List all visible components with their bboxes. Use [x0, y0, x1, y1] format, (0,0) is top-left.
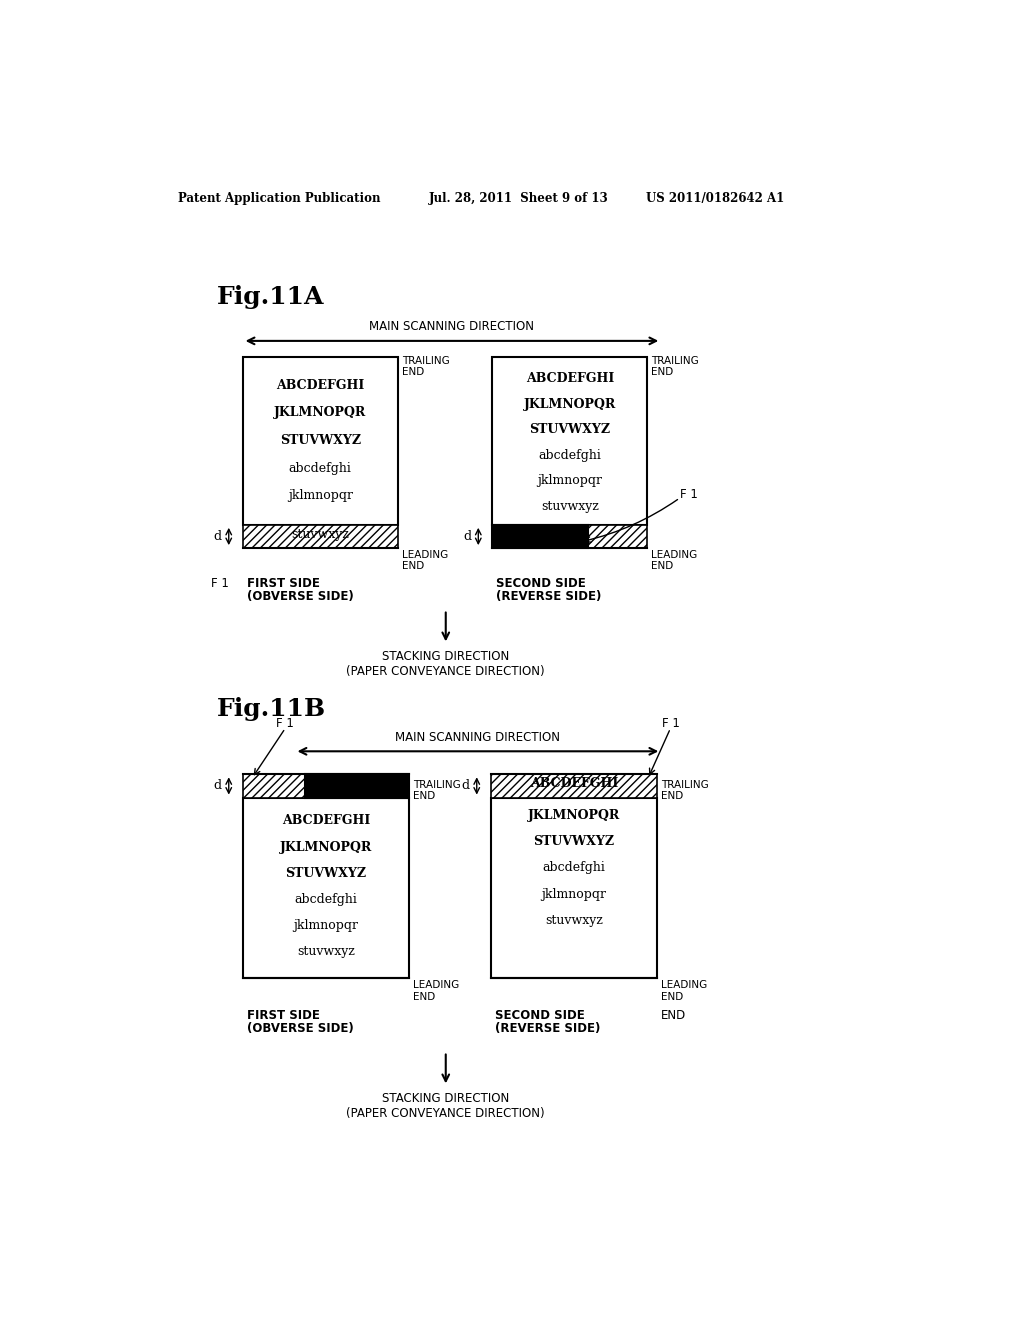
- Text: ABCDEFGHI: ABCDEFGHI: [529, 777, 618, 791]
- Text: STUVWXYZ: STUVWXYZ: [280, 434, 360, 447]
- Text: d: d: [214, 529, 222, 543]
- Text: TRAILING
END: TRAILING END: [401, 355, 450, 378]
- Text: LEADING
END: LEADING END: [651, 549, 697, 572]
- Text: MAIN SCANNING DIRECTION: MAIN SCANNING DIRECTION: [370, 321, 535, 333]
- Text: Fig.11B: Fig.11B: [217, 697, 327, 722]
- Bar: [493, 525, 589, 548]
- Text: (OBVERSE SIDE): (OBVERSE SIDE): [247, 1022, 353, 1035]
- Text: F 1: F 1: [211, 577, 228, 590]
- Text: jklmnopqr: jklmnopqr: [288, 490, 352, 503]
- Text: Patent Application Publication: Patent Application Publication: [178, 191, 381, 205]
- Text: STUVWXYZ: STUVWXYZ: [529, 424, 610, 437]
- Text: JKLMNOPQR: JKLMNOPQR: [523, 397, 615, 411]
- Text: FIRST SIDE: FIRST SIDE: [247, 1010, 319, 1022]
- Text: d: d: [464, 529, 471, 543]
- Text: LEADING
END: LEADING END: [414, 979, 460, 1002]
- Bar: [490, 775, 657, 797]
- Text: stuvwxyz: stuvwxyz: [297, 945, 355, 958]
- Text: jklmnopqr: jklmnopqr: [542, 887, 606, 900]
- Text: abcdefghi: abcdefghi: [543, 862, 605, 874]
- Text: F 1: F 1: [276, 717, 294, 730]
- Text: END: END: [662, 1010, 686, 1022]
- Text: LEADING
END: LEADING END: [401, 549, 447, 572]
- Text: stuvwxyz: stuvwxyz: [291, 528, 349, 541]
- Text: STUVWXYZ: STUVWXYZ: [534, 836, 614, 849]
- Bar: [305, 775, 410, 797]
- Bar: [243, 797, 410, 978]
- Text: stuvwxyz: stuvwxyz: [541, 499, 599, 512]
- Bar: [589, 525, 647, 548]
- Text: JKLMNOPQR: JKLMNOPQR: [528, 809, 621, 822]
- Text: d: d: [462, 779, 470, 792]
- Text: LEADING
END: LEADING END: [662, 979, 708, 1002]
- Text: Jul. 28, 2011  Sheet 9 of 13: Jul. 28, 2011 Sheet 9 of 13: [429, 191, 608, 205]
- Text: US 2011/0182642 A1: US 2011/0182642 A1: [646, 191, 784, 205]
- Text: TRAILING
END: TRAILING END: [414, 780, 461, 801]
- Bar: [490, 797, 657, 978]
- Text: FIRST SIDE: FIRST SIDE: [247, 577, 319, 590]
- Bar: [243, 525, 397, 548]
- Text: (REVERSE SIDE): (REVERSE SIDE): [495, 1022, 600, 1035]
- Text: SECOND SIDE: SECOND SIDE: [495, 1010, 585, 1022]
- Text: abcdefghi: abcdefghi: [295, 892, 357, 906]
- Text: JKLMNOPQR: JKLMNOPQR: [274, 407, 367, 420]
- Text: abcdefghi: abcdefghi: [289, 462, 351, 475]
- Text: STACKING DIRECTION
(PAPER CONVEYANCE DIRECTION): STACKING DIRECTION (PAPER CONVEYANCE DIR…: [346, 1093, 545, 1121]
- Text: ABCDEFGHI: ABCDEFGHI: [282, 814, 370, 828]
- Text: TRAILING
END: TRAILING END: [662, 780, 709, 801]
- Text: (REVERSE SIDE): (REVERSE SIDE): [496, 590, 601, 603]
- Text: ABCDEFGHI: ABCDEFGHI: [525, 372, 613, 385]
- Text: MAIN SCANNING DIRECTION: MAIN SCANNING DIRECTION: [395, 730, 560, 743]
- Text: Fig.11A: Fig.11A: [217, 285, 325, 309]
- Bar: [243, 358, 397, 525]
- Bar: [493, 358, 647, 525]
- Text: STUVWXYZ: STUVWXYZ: [286, 867, 367, 880]
- Text: JKLMNOPQR: JKLMNOPQR: [280, 841, 372, 854]
- Text: SECOND SIDE: SECOND SIDE: [496, 577, 586, 590]
- Text: TRAILING
END: TRAILING END: [651, 355, 698, 378]
- Text: STACKING DIRECTION
(PAPER CONVEYANCE DIRECTION): STACKING DIRECTION (PAPER CONVEYANCE DIR…: [346, 651, 545, 678]
- Bar: [243, 775, 305, 797]
- Text: abcdefghi: abcdefghi: [539, 449, 601, 462]
- Text: F 1: F 1: [662, 717, 680, 730]
- Text: stuvwxyz: stuvwxyz: [545, 913, 603, 927]
- Text: F 1: F 1: [680, 487, 697, 500]
- Text: ABCDEFGHI: ABCDEFGHI: [276, 379, 365, 392]
- Text: jklmnopqr: jklmnopqr: [294, 919, 358, 932]
- Text: jklmnopqr: jklmnopqr: [538, 474, 602, 487]
- Text: d: d: [214, 779, 222, 792]
- Text: (OBVERSE SIDE): (OBVERSE SIDE): [247, 590, 353, 603]
